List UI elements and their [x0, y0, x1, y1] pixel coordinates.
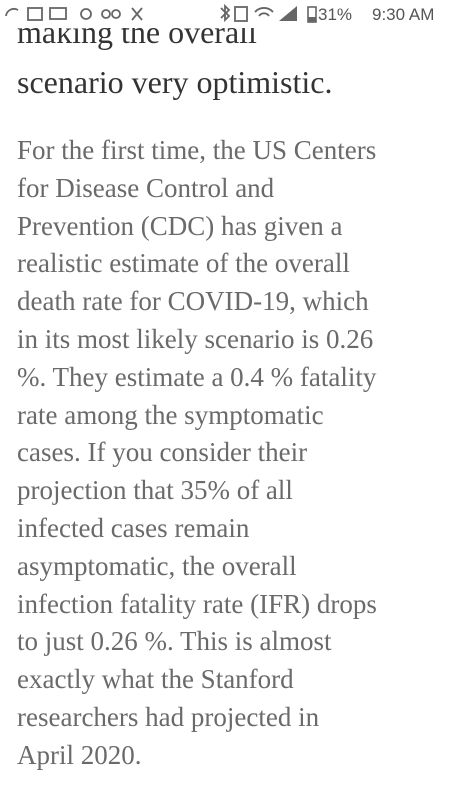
paragraph-line: April 2020. [17, 739, 142, 770]
paragraph-line: exactly what the Stanford [17, 664, 294, 695]
nfc-icon [234, 6, 248, 22]
paragraph-line: infected cases remain [17, 513, 250, 543]
paragraph-line: For the first time, the US Centers [17, 135, 377, 165]
bluetooth-icon [220, 3, 231, 23]
wifi-call-icon [5, 8, 19, 17]
paragraph-line: asymptomatic, the overall [17, 550, 297, 581]
paragraph-line: for Disease Control and [17, 172, 275, 203]
paragraph-line: realistic estimate of the overall [17, 248, 350, 279]
battery-icon [307, 6, 317, 23]
weather-icon [80, 8, 92, 20]
battery-level: 31% [318, 5, 353, 24]
paragraph-line: Prevention (CDC) has given a [17, 210, 343, 241]
paragraph-line: rate among the symptomatic [17, 399, 324, 430]
paragraph-line: %. They estimate a 0.4 % fatality [17, 361, 377, 392]
paragraph-line: to just 0.26 %. This is almost [17, 626, 332, 657]
voicemail-icon [101, 9, 111, 19]
paragraph-line: death rate for COVID-19, which [17, 286, 369, 317]
paragraph-line: cases. If you consider their [17, 437, 308, 468]
screen-icon [49, 7, 67, 20]
paragraph-line: infection fatality rate (IFR) drops [17, 588, 377, 619]
system-icons [220, 3, 297, 23]
paragraph-line: in its most likely scenario is 0.26 [17, 324, 374, 354]
signal-icon [279, 6, 297, 21]
paragraph-line: projection that 35% of all [17, 475, 293, 506]
clock: 9:30 AM [372, 5, 435, 24]
wifi-icon [254, 7, 274, 17]
paragraph-line: researchers had projected in [17, 702, 320, 732]
calendar-icon [27, 7, 43, 21]
status-bar: 31% 9:30 AM [0, 0, 450, 28]
app-icon [131, 7, 143, 21]
article-heading-line: scenario very optimistic. [17, 64, 333, 100]
voicemail-icon [111, 9, 121, 19]
notification-icons [5, 7, 143, 21]
